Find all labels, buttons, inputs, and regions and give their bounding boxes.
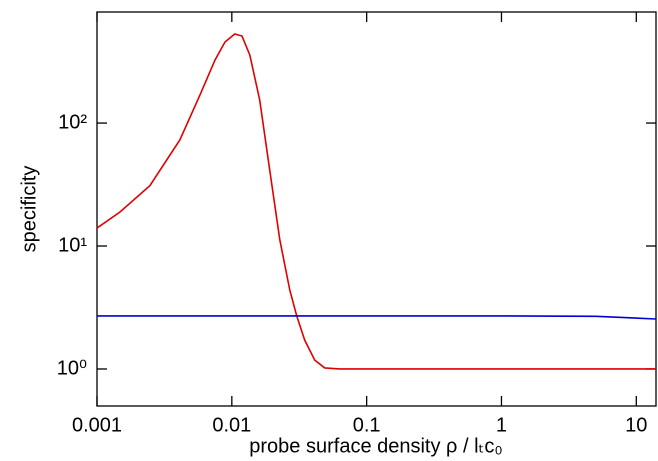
x-tick-label: 0.1 xyxy=(353,414,381,436)
y-tick-label: 10² xyxy=(58,111,87,133)
x-tick-label: 1 xyxy=(496,414,507,436)
y-axis-label: specificity xyxy=(18,166,40,253)
y-tick-label: 10¹ xyxy=(58,234,87,256)
x-tick-label: 0.01 xyxy=(212,414,251,436)
plot-frame xyxy=(96,11,657,407)
x-tick-label: 0.001 xyxy=(72,414,122,436)
x-axis-label: probe surface density ρ / lₜc₀ xyxy=(249,435,502,457)
x-tick-label: 10 xyxy=(625,414,647,436)
y-tick-label: 10⁰ xyxy=(57,357,87,379)
data-line xyxy=(97,315,657,320)
data-line xyxy=(96,33,656,370)
